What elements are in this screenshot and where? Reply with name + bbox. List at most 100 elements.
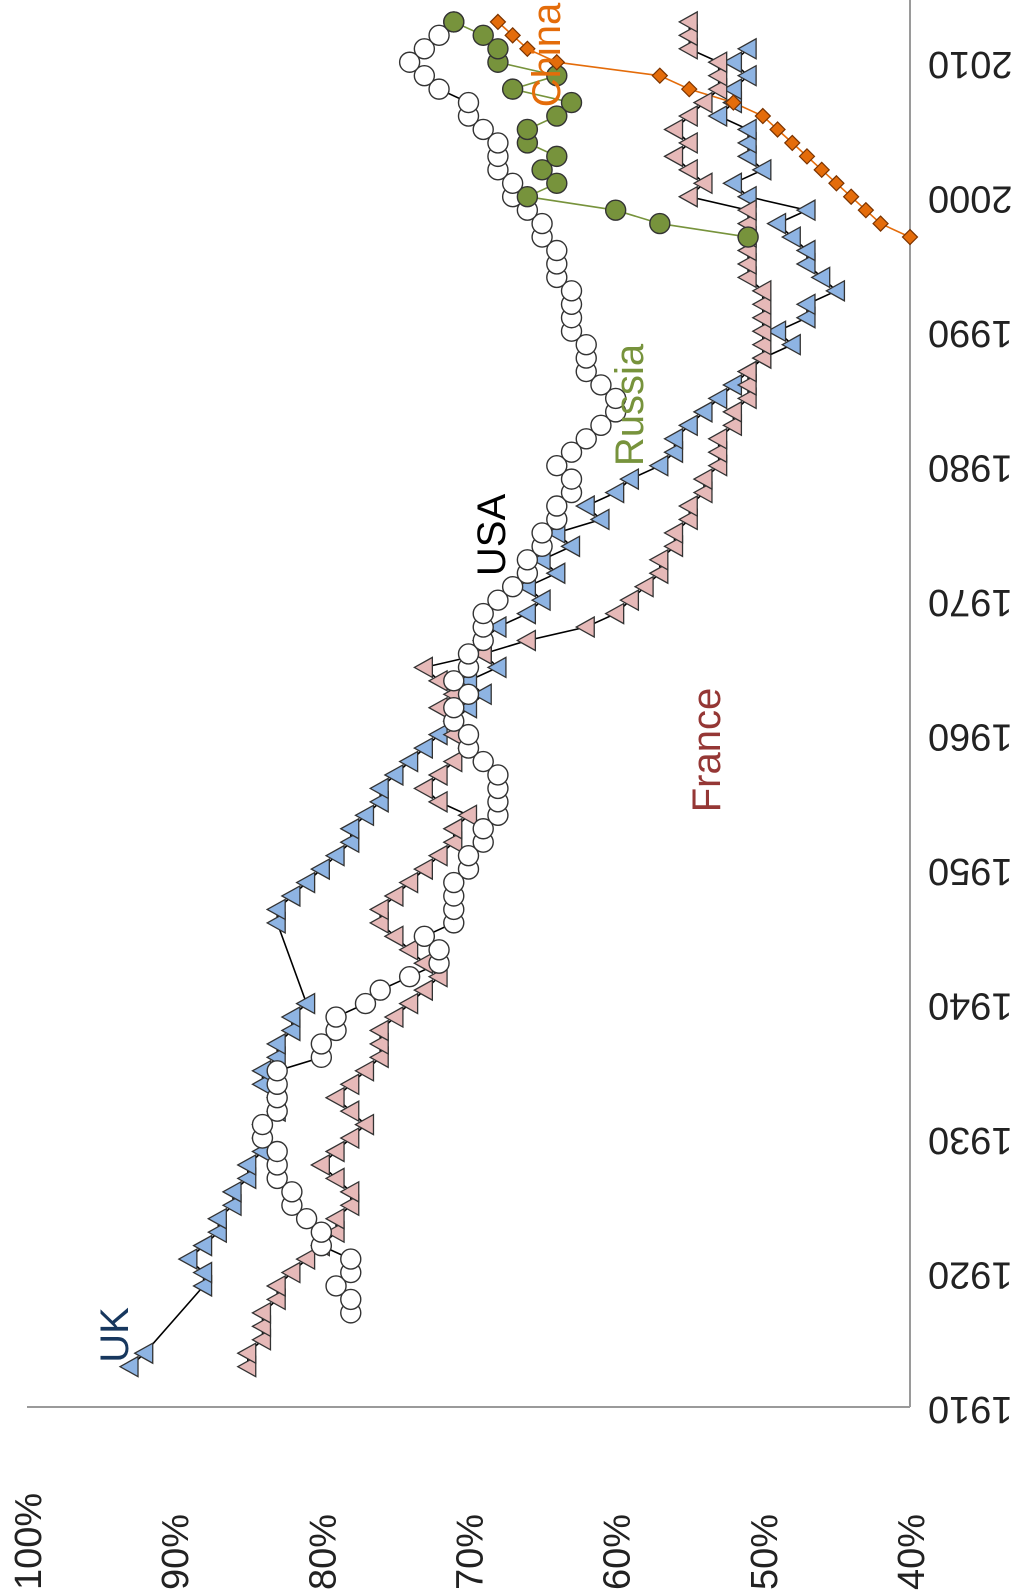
- data-point-france: [692, 481, 713, 504]
- data-point-china: [754, 107, 772, 125]
- series-label-france: France: [685, 688, 729, 813]
- data-point-france: [736, 373, 757, 397]
- data-point-uk: [795, 239, 816, 262]
- data-point-france: [707, 51, 728, 74]
- data-point-usa: [501, 575, 524, 598]
- data-point-uk: [295, 871, 316, 894]
- data-point-uk: [795, 252, 816, 276]
- data-point-france: [265, 1274, 286, 1298]
- data-point-uk: [486, 656, 507, 679]
- data-point-uk: [265, 1032, 286, 1056]
- data-point-france: [427, 763, 448, 787]
- data-point-usa: [310, 1033, 333, 1055]
- data-point-uk: [530, 589, 551, 612]
- data-point-usa: [516, 549, 539, 571]
- data-point-usa: [575, 333, 597, 356]
- data-point-usa: [251, 1113, 274, 1136]
- data-point-usa: [325, 1006, 347, 1028]
- data-point-china: [725, 94, 742, 111]
- data-point-france: [383, 925, 404, 948]
- data-point-russia: [516, 186, 539, 208]
- data-point-uk: [324, 844, 345, 867]
- data-point-france: [663, 535, 684, 558]
- data-point-france: [736, 252, 757, 276]
- data-point-france: [736, 360, 757, 383]
- data-point-france: [707, 454, 728, 477]
- data-point-france: [354, 1059, 375, 1082]
- data-point-usa: [590, 414, 612, 437]
- data-point-usa: [340, 1288, 362, 1311]
- data-point-usa: [295, 1208, 318, 1230]
- data-point-uk: [648, 454, 669, 477]
- data-point-uk: [795, 199, 816, 222]
- data-point-france: [619, 589, 640, 612]
- year-tick-label: 1970: [928, 581, 1013, 623]
- year-tick-label: 1990: [928, 312, 1013, 354]
- data-point-russia: [560, 91, 583, 114]
- data-point-france: [663, 521, 684, 545]
- data-point-france: [751, 320, 772, 343]
- data-point-russia: [487, 38, 509, 60]
- data-point-uk: [589, 508, 610, 531]
- year-tick-label: 1960: [928, 716, 1013, 758]
- data-point-france: [398, 992, 419, 1015]
- chart-axes: 40% 50% 60% 70% 80% 90% 100% 1910 1920 1930 1940 19…: [8, 0, 1013, 1590]
- data-point-uk: [192, 1274, 213, 1298]
- data-point-uk: [206, 1221, 227, 1244]
- data-point-france: [751, 293, 772, 316]
- data-point-france: [368, 1032, 389, 1056]
- data-point-uk: [339, 817, 360, 840]
- data-point-usa: [266, 1060, 288, 1082]
- data-point-uk: [368, 790, 389, 813]
- data-point-france: [457, 804, 478, 827]
- data-point-france: [677, 494, 698, 518]
- data-point-france: [324, 1086, 345, 1109]
- data-point-uk: [736, 118, 757, 141]
- data-point-france: [751, 306, 772, 329]
- data-point-uk: [722, 51, 743, 74]
- data-point-france: [324, 1140, 345, 1163]
- data-point-uk: [192, 1261, 213, 1284]
- data-point-france: [751, 346, 772, 370]
- data-point-usa: [443, 871, 465, 894]
- data-point-uk: [280, 1005, 301, 1029]
- data-point-france: [604, 602, 625, 625]
- data-point-france: [280, 1261, 301, 1284]
- data-point-france: [339, 1100, 360, 1123]
- data-point-france: [251, 1301, 272, 1324]
- data-point-france: [295, 1247, 316, 1271]
- data-point-uk: [692, 400, 713, 423]
- data-point-uk: [663, 427, 684, 450]
- data-point-usa: [413, 38, 436, 60]
- series-marks: [118, 10, 919, 1378]
- series-label-china: China: [525, 2, 569, 107]
- data-point-russia: [472, 24, 494, 47]
- data-point-usa: [472, 818, 494, 840]
- data-point-china: [651, 67, 669, 85]
- data-point-russia: [546, 172, 568, 194]
- data-point-china: [828, 174, 845, 192]
- data-point-uk: [707, 387, 728, 410]
- data-point-france: [309, 1153, 330, 1177]
- data-point-usa: [457, 91, 480, 114]
- data-point-usa: [575, 428, 597, 450]
- data-point-france: [707, 427, 728, 450]
- data-point-usa: [457, 683, 480, 705]
- data-point-france: [368, 898, 389, 921]
- data-point-usa: [281, 1181, 303, 1203]
- data-point-france: [677, 24, 698, 47]
- data-point-uk: [368, 777, 389, 800]
- data-point-france: [677, 185, 698, 208]
- data-point-france: [398, 871, 419, 894]
- series-label-uk: UK: [93, 1307, 137, 1363]
- data-point-france: [677, 37, 698, 60]
- data-point-uk: [795, 306, 816, 329]
- data-point-usa: [457, 643, 480, 665]
- series-line-uk: [129, 48, 838, 1368]
- data-point-france: [413, 979, 434, 1002]
- data-point-uk: [265, 911, 286, 934]
- data-point-usa: [560, 441, 583, 463]
- data-point-france: [663, 145, 684, 168]
- data-point-france: [648, 562, 669, 585]
